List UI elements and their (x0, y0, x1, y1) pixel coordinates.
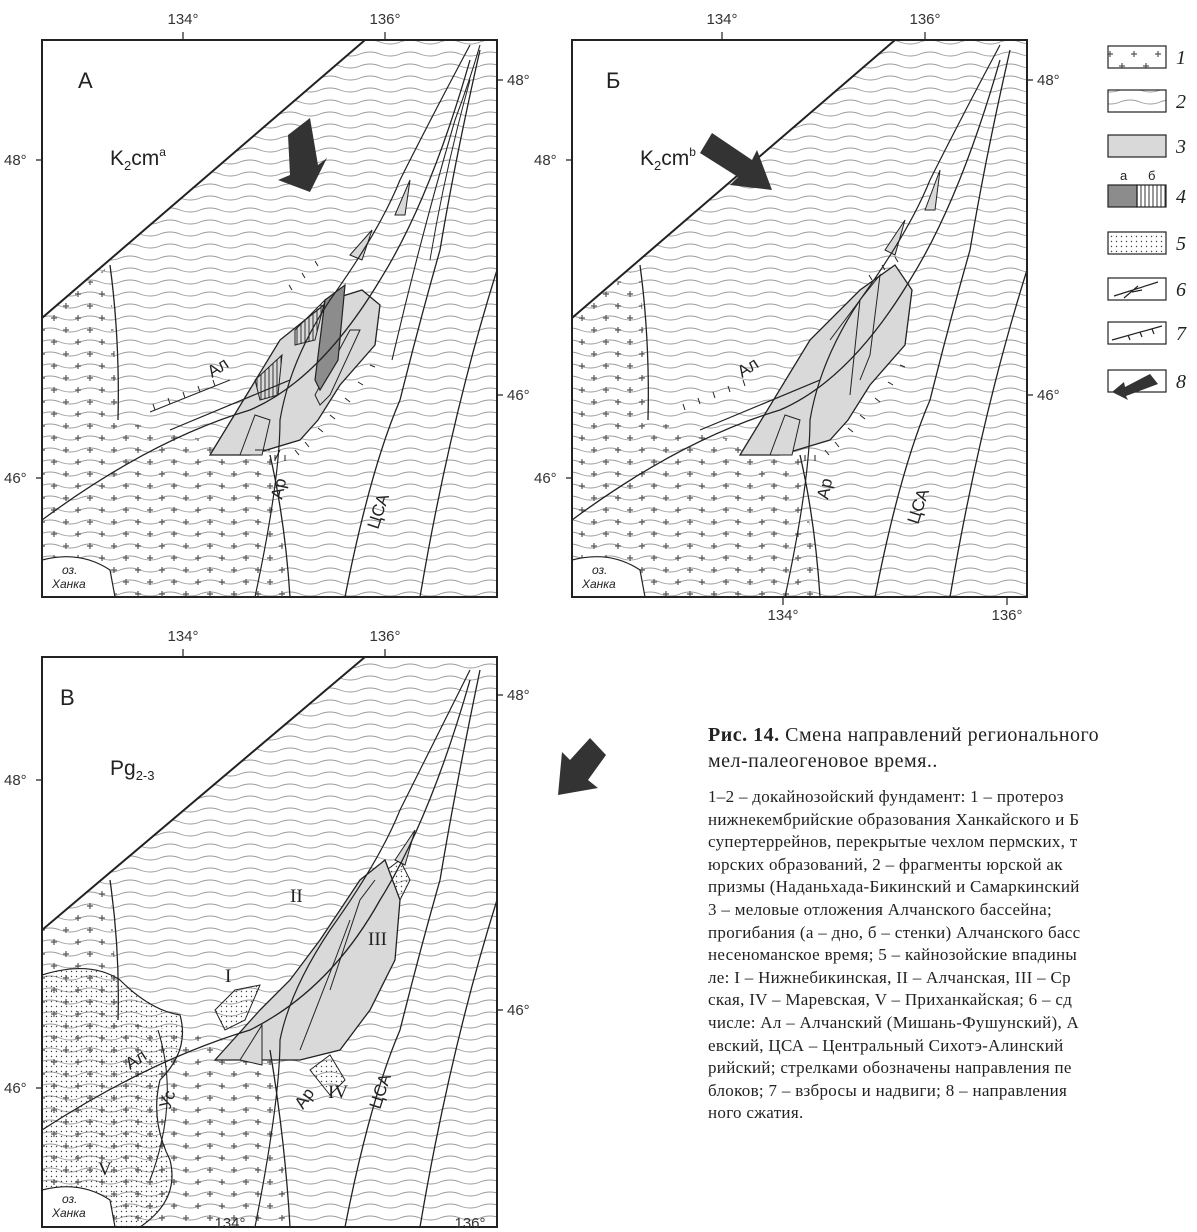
caption-line: ного сжатия. (708, 1103, 804, 1123)
legend-sub-b: б (1148, 168, 1155, 183)
panel-v-left-lat-48: 48° (4, 772, 27, 789)
legend-swatch-4a (1107, 184, 1138, 208)
compression-arrow-b (700, 133, 772, 190)
panel-v-right-lat-46: 46° (507, 1002, 530, 1019)
panel-v-bottom-lon-136: 136° (454, 1215, 485, 1232)
panel-v-basin-i: I (225, 966, 231, 987)
panel-a-age-label: K2cma (110, 145, 166, 173)
panel-v-letter: В (60, 685, 75, 710)
caption-line: прогибания (а – дно, б – стенки) Алчанск… (708, 922, 1081, 942)
panel-b-lake-label: оз. Ханка (581, 563, 616, 591)
panel-b-bottom-lon-134: 134° (767, 607, 798, 624)
panel-b-right-lat-48: 48° (1037, 72, 1060, 89)
caption-body: 1–2 – докайнозойский фундамент: 1 – прот… (708, 786, 1197, 1125)
caption-line: юрских образований, 2 – фрагменты юрской… (708, 854, 1063, 874)
legend-swatch-4b (1136, 184, 1167, 208)
caption-line: числе: Ал – Алчанский (Мишань-Фушунский)… (708, 1012, 1080, 1032)
panel-v-basin-v: V (98, 1159, 112, 1180)
caption-figure-number: Рис. 14. (708, 724, 780, 746)
legend-label-5: 5 (1176, 233, 1186, 255)
panel-a-right-lat-46: 46° (507, 387, 530, 404)
panel-v-basin-iv: IV (328, 1082, 348, 1103)
legend-label-4: 4 (1176, 186, 1186, 208)
panel-b-right-lat-46: 46° (1037, 387, 1060, 404)
caption-line: рийский; стрелками обозначены направлени… (708, 1058, 1072, 1078)
panel-b-age-label: K2cmb (640, 145, 696, 173)
panel-v-basin-ii: II (290, 886, 303, 907)
caption-line: супертеррейнов, перекрытые чехлом пермск… (708, 832, 1078, 852)
legend-swatch-1 (1107, 45, 1167, 69)
panel-b-letter: Б (606, 68, 620, 93)
panel-b-bottom-lon-136: 136° (991, 607, 1022, 624)
legend-swatch-5 (1107, 231, 1167, 255)
caption-title-text: Смена направлений регионального (779, 724, 1100, 746)
legend-swatch-3 (1107, 134, 1167, 158)
caption-line: ская, IV – Маревская, V – Приханкайская;… (708, 990, 1073, 1010)
panel-a-fault-ar: Ар (267, 477, 290, 501)
panel-v-map: 134° 136° 134° 136° 48° 46° 48° 46° В Pg… (4, 628, 530, 1232)
caption-line: 3 – меловые отложения Алчанского бассейн… (708, 899, 1052, 919)
panel-v-top-lon-134: 134° (167, 628, 198, 645)
panel-a-letter: А (78, 68, 93, 93)
panel-a-left-lat-46: 46° (4, 470, 27, 487)
panel-v-top-lon-136: 136° (369, 628, 400, 645)
legend-sub-a: а (1120, 168, 1128, 183)
caption-line: евский, ЦСА – Центральный Сихотэ-Алински… (708, 1035, 1064, 1055)
panel-a-map: 134° 136° 48° 46° 48° 46° А K2cma Ал Ар … (4, 11, 530, 598)
compression-arrow-v (558, 738, 606, 795)
legend-label-3: 3 (1175, 136, 1186, 158)
legend-label-2: 2 (1176, 91, 1186, 113)
compression-arrow-a (278, 118, 327, 192)
panel-b-top-lon-136: 136° (909, 11, 940, 28)
panel-v-left-lat-46: 46° (4, 1080, 27, 1097)
caption-line: ле: I – Нижнебикинская, II – Алчанская, … (708, 967, 1071, 987)
panel-v-age-label: Pg2-3 (110, 757, 154, 783)
panel-a-top-lon-136: 136° (369, 11, 400, 28)
panel-a-top-lon-134: 134° (167, 11, 198, 28)
legend-label-8: 8 (1176, 371, 1186, 393)
panel-v-right-lat-48: 48° (507, 687, 530, 704)
panel-a-left-lat-48: 48° (4, 152, 27, 169)
panel-v-lake-label: оз. Ханка (51, 1192, 86, 1220)
panel-b-fault-ar: Ар (813, 477, 836, 501)
panel-a-right-lat-48: 48° (507, 72, 530, 89)
legend-swatch-2 (1107, 89, 1167, 113)
caption-line: 1–2 – докайнозойский фундамент: 1 – прот… (708, 787, 1064, 806)
panel-a-lake-label: оз. Ханка (51, 563, 86, 591)
panel-b-top-lon-134: 134° (706, 11, 737, 28)
panel-v-basin-iii: III (368, 929, 387, 950)
figure-caption: Рис. 14. Смена направлений регионального… (708, 722, 1197, 1125)
panel-v-fault-us: Ус (156, 1088, 180, 1112)
panel-b-left-lat-46: 46° (534, 470, 557, 487)
legend-label-7: 7 (1176, 323, 1187, 345)
legend-label-1: 1 (1176, 47, 1186, 69)
caption-line: блоков; 7 – взбросы и надвиги; 8 – напра… (708, 1080, 1068, 1100)
caption-title-line2: мел-палеогеновое время.. (708, 750, 938, 772)
caption-title: Рис. 14. Смена направлений регионального… (708, 722, 1197, 774)
panel-b-left-lat-48: 48° (534, 152, 557, 169)
caption-line: несеноманское время; 5 – кайнозойские вп… (708, 945, 1078, 965)
caption-line: нижнекембрийские образования Ханкайского… (708, 809, 1080, 829)
legend-label-6: 6 (1176, 279, 1186, 301)
panel-v-bottom-lon-134: 134° (214, 1215, 245, 1232)
caption-line: призмы (Наданьхада-Бикинский и Самаркинс… (708, 877, 1080, 897)
legend: а б 1 2 3 4 5 6 7 8 (1107, 45, 1187, 400)
panel-b-map: 134° 136° 134° 136° 48° 46° 48° 46° Б K2… (534, 11, 1060, 624)
